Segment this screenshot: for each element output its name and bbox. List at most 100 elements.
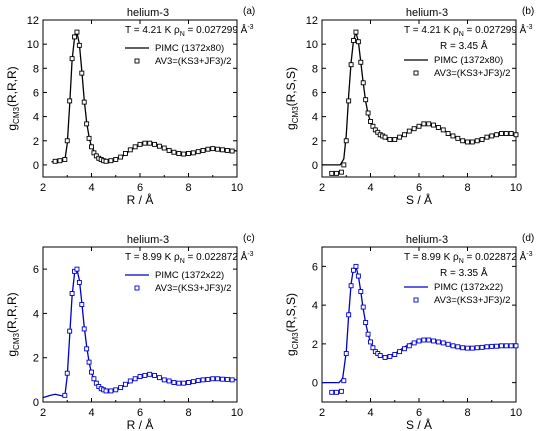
x-tick-label: 2 [319,182,325,194]
data-point [147,371,153,377]
data-point [465,139,470,145]
x-axis-label: R / Å [127,192,154,207]
data-point [363,320,369,326]
data-point [142,372,148,378]
data-point [513,132,519,138]
conditions-label: T = 8.99 K ρN = 0.022872 Å-3 [404,250,533,265]
data-point [474,345,480,351]
y-tick-label: 2 [33,136,39,148]
data-point [137,374,143,379]
x-tick-label: 6 [416,407,422,419]
y-tick-label: 0 [312,378,318,390]
legend: PIMC (1372x22) AV3=(KS3+JF3)/2 [125,270,231,294]
x-tick-label: 8 [464,407,470,419]
data-point [343,138,349,144]
data-point [329,170,335,176]
data-point [416,338,422,344]
data-point [69,56,75,62]
data-point [156,143,162,149]
data-point [176,150,182,156]
legend-label-av3: AV3=(KS3+JF3)/2 [434,68,510,79]
data-point [57,158,63,164]
data-point [108,388,114,394]
y-tick-label: 4 [312,300,318,312]
data-point [171,380,177,385]
data-point [81,326,87,332]
x-tick-label: 4 [367,182,373,194]
data-point [460,138,466,144]
data-point [416,123,422,129]
data-point [127,378,133,384]
data-point [108,158,114,164]
data-point [377,353,383,358]
data-point [181,380,187,386]
data-point [210,376,216,382]
data-point [368,118,373,124]
data-point [229,148,235,154]
data-point [397,349,403,355]
data-point [190,379,196,385]
x-tick-label: 2 [40,182,46,194]
legend: PIMC (1372x22) AV3=(KS3+JF3)/2 [404,282,510,306]
data-point [363,97,369,103]
conditions-label: T = 4.21 K ρN = 0.027299 Å-3 [404,23,533,38]
r-value-label: R = 3.35 Å [440,266,488,279]
x-tick-label: 4 [367,407,373,419]
legend-label-av3: AV3=(KS3+JF3)/2 [155,283,231,294]
data-point [62,157,68,162]
data-point [224,376,230,382]
legend-label-pimc: PIMC (1372x80) [155,43,224,54]
chart-title: helium-3 [127,234,169,246]
data-point [52,158,58,164]
data-point [186,380,191,385]
data-point [508,343,514,349]
y-tick-label: 0 [33,160,39,172]
x-tick-label: 10 [231,407,243,419]
data-point [224,147,230,153]
data-point [69,291,75,296]
y-tick-label: 2 [312,136,318,148]
x-tick-label: 8 [185,407,191,419]
data-point [132,144,138,150]
data-point [435,339,441,345]
data-point [84,121,90,127]
legend-marker-swatch [134,58,140,64]
data-point [74,266,80,272]
y-axis-label: gCM3(R,R,R) [5,66,21,130]
y-tick-label: 0 [312,160,318,172]
legend-label-av3: AV3=(KS3+JF3)/2 [155,56,231,67]
x-tick-label: 10 [231,182,243,194]
chart-title: helium-3 [127,7,169,19]
y-tick-label: 2 [33,353,39,365]
data-point [195,149,201,155]
data-point [494,132,500,138]
legend-marker-swatch [413,297,419,303]
x-tick-label: 6 [137,407,143,419]
data-point [460,345,466,351]
y-axis-label: gCM3(R,R,R) [5,292,21,356]
data-point [406,343,412,349]
data-point [62,392,68,398]
data-point [455,135,461,141]
data-point [200,147,206,153]
data-point [67,328,73,334]
y-tick-label: 6 [312,87,318,99]
data-point [469,345,475,351]
data-point [353,263,359,269]
data-point [351,38,356,43]
data-point [382,354,388,360]
data-point [358,59,364,65]
y-tick-label: 4 [33,112,39,124]
data-point [127,147,133,153]
data-point [205,146,211,152]
data-point [484,344,490,350]
data-point [190,150,196,156]
r-value-label: R = 3.45 Å [440,39,488,52]
data-point [76,279,82,285]
data-point [137,141,143,147]
data-point [103,158,109,164]
y-tick-label: 6 [33,264,39,276]
